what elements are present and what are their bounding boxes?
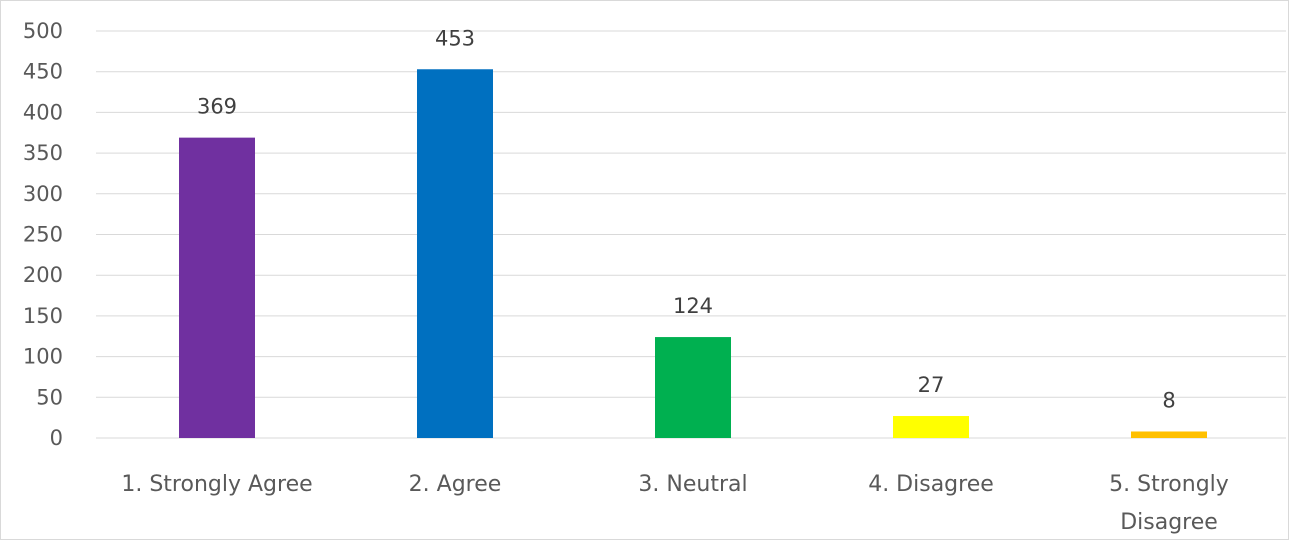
category-label-line: 5. Strongly [1109, 472, 1229, 497]
category-label-line: Disagree [1120, 510, 1218, 535]
category-label-line: 1. Strongly Agree [121, 472, 312, 497]
category-label: 3. Neutral [638, 472, 747, 497]
y-tick-label: 0 [50, 426, 63, 450]
data-labels: 369 453 124 27 8 [197, 26, 1176, 412]
x-axis-categories: 1. Strongly Agree 2. Agree 3. Neutral 4. Di… [121, 472, 1228, 535]
bars [179, 69, 1207, 439]
category-label: 4. Disagree [868, 472, 994, 497]
y-tick-label: 50 [36, 385, 63, 409]
category-label-line: 4. Disagree [868, 472, 994, 497]
category-label: 2. Agree [409, 472, 502, 497]
y-tick-label: 400 [23, 100, 63, 124]
data-label: 124 [673, 294, 713, 318]
category-label: 1. Strongly Agree [121, 472, 312, 497]
y-tick-label: 350 [23, 141, 63, 165]
y-tick-label: 150 [23, 304, 63, 328]
bar-3 [655, 337, 731, 438]
bar-4 [893, 416, 969, 438]
category-label-line: 2. Agree [409, 472, 502, 497]
y-tick-label: 500 [23, 19, 63, 43]
bar-1 [179, 137, 255, 438]
category-label: 5. Strongly Disagree [1109, 472, 1229, 535]
y-tick-label: 450 [23, 60, 63, 84]
gridlines [96, 30, 1286, 439]
data-label: 453 [435, 26, 475, 50]
category-label-line: 3. Neutral [638, 472, 747, 497]
data-label: 27 [918, 373, 945, 397]
bar-5 [1131, 431, 1207, 438]
y-tick-label: 100 [23, 345, 63, 369]
bar-2 [417, 69, 493, 439]
y-axis-ticks: 0 50 100 150 200 250 300 350 400 450 500 [23, 19, 63, 450]
y-tick-label: 200 [23, 263, 63, 287]
data-label: 8 [1162, 388, 1175, 412]
y-tick-label: 250 [23, 223, 63, 247]
data-label: 369 [197, 95, 237, 119]
y-tick-label: 300 [23, 182, 63, 206]
